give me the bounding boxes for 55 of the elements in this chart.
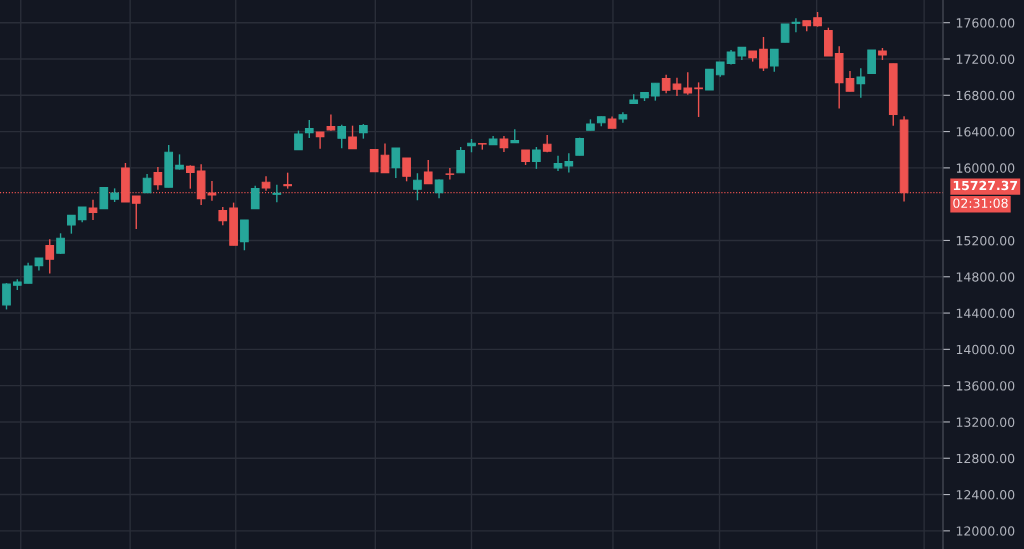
candlestick [845,70,855,92]
y-tick-label: 14400.00 [956,308,1015,318]
candlestick [337,123,347,150]
y-tick-label: 13200.00 [956,417,1015,427]
candlestick [769,48,779,73]
candlestick [272,183,282,204]
candlestick [185,164,195,190]
candlestick [250,184,260,210]
candlestick [348,124,357,150]
candlestick [218,206,228,227]
candlestick [867,49,876,74]
candlestick [445,167,455,181]
text: 02:31:08 [953,198,1008,208]
candlestick [294,129,303,151]
candlestick [88,198,98,221]
candlestick [380,142,390,174]
candlestick [240,219,249,251]
candlestick [369,149,379,173]
candlestick [683,71,693,96]
candlestick [661,74,671,94]
y-tick-label: 16400.00 [956,127,1015,137]
candlestick [2,282,11,311]
candlestick [391,147,401,179]
candlestick [564,152,574,174]
candlestick [67,214,76,235]
y-tick-label: 14800.00 [956,272,1015,282]
y-tick-label: 17200.00 [956,54,1015,64]
candlestick [856,67,866,99]
candlestick [56,232,65,255]
y-tick-label: 13600.00 [956,381,1015,391]
candlestick [694,81,703,118]
ref-line-label: 15727.37 [953,180,1018,191]
y-tick-label: 12000.00 [956,526,1015,536]
y-tick-label: 16000.00 [956,163,1015,173]
y-tick-label: 17600.00 [956,18,1015,28]
candlestick [131,195,141,230]
candlestick [326,113,336,132]
candlestick [315,131,325,150]
y-tick-label: 14000.00 [956,344,1015,355]
candlestick [532,146,541,170]
candlestick [705,68,714,91]
candlestick [153,166,163,191]
candlestick [456,146,466,174]
candlestick [759,36,768,72]
candlestick [423,159,433,185]
y-tick-label: 15200.00 [956,235,1015,246]
y-tick-label: 12800.00 [956,453,1015,464]
candlestick [413,172,422,201]
candlestick [434,178,444,199]
candlestick [402,157,411,183]
candlestick [45,238,55,275]
candlestick [672,76,682,97]
y-tick-label: 16800.00 [956,90,1015,101]
y-tick-label: 12400.00 [956,490,1015,500]
candlestick [142,173,152,194]
